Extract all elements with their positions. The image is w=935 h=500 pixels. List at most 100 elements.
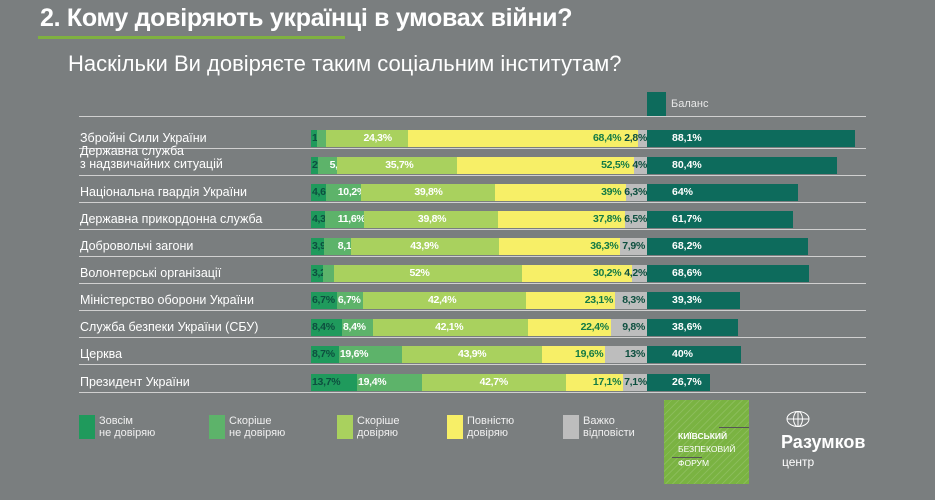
- logo-divider: [719, 427, 749, 428]
- segment-value-label: 36,3%: [590, 240, 619, 252]
- legend-label: Повністю довіряю: [467, 415, 514, 439]
- title-underline: [38, 36, 345, 39]
- legend-swatch: [79, 415, 95, 439]
- legend-item-rather-not: Скоріше не довіряю: [209, 415, 285, 439]
- row-divider: [79, 283, 866, 284]
- segment-value-label: 6,3%: [624, 186, 647, 198]
- category-label: Державна прикордонна служба: [80, 213, 262, 226]
- segment-value-label: 68,4%: [592, 132, 622, 144]
- row-divider: [79, 310, 866, 311]
- balance-bar: [647, 346, 742, 363]
- category-label-line: Церква: [80, 347, 123, 361]
- row-divider: [79, 148, 866, 149]
- chart-row: Державна прикордонна служба 4,3% 11,6% 39,8…: [0, 211, 935, 235]
- stacked-bar: 2%5,8%35,7%52,5%4%: [311, 157, 647, 174]
- segment-value-label: 23,1%: [584, 294, 614, 306]
- bar-segment-hard-to-say: [605, 346, 647, 363]
- balance-value-label: 88,1%: [672, 132, 702, 144]
- legend-label-line: не довіряю: [229, 427, 286, 439]
- category-label-line: Президент України: [80, 375, 190, 389]
- segment-value-label: 17,1%: [592, 376, 622, 388]
- razumkov-logo-sub: центр: [782, 455, 815, 469]
- category-label-line: Добровольчі загони: [80, 239, 194, 253]
- stacked-bar: 8,4% 8,4% 42,1% 22,4% 9,8%: [311, 319, 647, 336]
- balance-legend-swatch: [647, 92, 666, 116]
- bar-segment-fully-trust: [528, 319, 611, 336]
- bar-segment-fully-trust: [526, 292, 615, 309]
- bar-segment-rather-not: [338, 346, 402, 363]
- stacked-bar: 4,6% 10,2% 39,8% 39% 6,3%: [311, 184, 647, 201]
- category-label: Служба безпеки України (СБУ): [80, 321, 258, 334]
- legend-label-line: Скоріше: [229, 415, 272, 427]
- legend-label-line: Повністю: [467, 415, 515, 427]
- bar-segment-hard-to-say: [620, 238, 647, 255]
- bar-segment-hard-to-say: [625, 211, 647, 228]
- bar-segment-not-at-all: [311, 130, 317, 147]
- legend-item-not-at-all: Зовсім не довіряю: [79, 415, 155, 439]
- segment-value-label: 2,8%: [624, 132, 647, 144]
- bar-segment-fully-trust: [498, 238, 621, 255]
- balance-value-label: 64%: [672, 186, 694, 198]
- bar-segment-fully-trust: [522, 265, 632, 282]
- balance-legend-label: Баланс: [671, 98, 709, 110]
- segment-value-label: 43,9%: [410, 240, 439, 252]
- chart-row: Волонтерські організації3,2%3,2%52%30,2%…: [0, 265, 935, 289]
- segment-value-label: 42,7%: [479, 376, 509, 388]
- bar-segment-rather-not: [357, 374, 423, 391]
- balance-value-label: 80,4%: [672, 159, 702, 171]
- legend-swatch: [563, 415, 579, 439]
- bar-segment-rather-not: [316, 130, 327, 147]
- logo-divider: [672, 457, 702, 458]
- balance-value-label: 39,3%: [672, 294, 702, 306]
- segment-value-label: 8,4%: [342, 321, 366, 333]
- segment-value-label: 22,4%: [580, 321, 610, 333]
- balance-bar: [647, 238, 808, 255]
- segment-value-label: 7,9%: [622, 240, 645, 252]
- segment-value-label: 19,6%: [575, 348, 604, 360]
- stacked-bar: 4,3% 11,6% 39,8% 37,8% 6,5%: [311, 211, 647, 228]
- chart-row: Збройні Сили України1,7%2,9%24,3%68,4%2,…: [0, 130, 935, 154]
- balance-value-label: 26,7%: [672, 376, 702, 388]
- bar-segment-not-at-all: [311, 265, 323, 282]
- row-divider: [79, 337, 866, 338]
- category-label-line: Державна служба: [80, 144, 184, 158]
- balance-bar: [647, 211, 793, 228]
- bar-segment-rather-trust: [372, 319, 529, 336]
- stacked-bar: 3,2%3,2%52%30,2%4,2%: [311, 265, 647, 282]
- bar-segment-not-at-all: [311, 292, 337, 309]
- bar-segment-not-at-all: [311, 211, 326, 228]
- balance-value-label: 68,2%: [672, 240, 702, 252]
- stacked-bar: 13,7% 19,4% 42,7% 17,1% 7,1%: [311, 374, 647, 391]
- category-label: Державна служба з надзвичайних ситуацій: [80, 145, 223, 171]
- segment-value-label: 10,2%: [337, 186, 367, 198]
- bar-segment-rather-not: [326, 184, 361, 201]
- row-divider: [79, 392, 866, 393]
- category-label-line: Державна прикордонна служба: [80, 212, 263, 226]
- bar-segment-hard-to-say: [610, 319, 647, 336]
- category-label: Міністерство оборони України: [80, 294, 254, 307]
- chart-subtitle: Наскільки Ви довіряєте таким соціальним …: [68, 51, 622, 76]
- bar-segment-rather-not: [324, 238, 352, 255]
- legend-label-line: довіряю: [357, 427, 399, 439]
- balance-value-label: 68,6%: [672, 267, 702, 279]
- bar-segment-rather-trust: [362, 292, 526, 309]
- category-label-line: Національна гвардія України: [80, 185, 247, 199]
- balance-bar: [647, 265, 809, 282]
- balance-value-label: 61,7%: [672, 213, 702, 225]
- bar-segment-rather-trust: [422, 374, 566, 391]
- category-label-line: Служба безпеки України (СБУ): [80, 320, 259, 334]
- bar-segment-rather-not: [317, 157, 338, 174]
- balance-value-label: 38,6%: [672, 321, 702, 333]
- bar-segment-fully-trust: [498, 211, 626, 228]
- kyiv-security-forum-logo: КИЇВСЬКИЙ БЕЗПЕКОВИЙ ФОРУМ: [664, 400, 749, 484]
- bar-segment-hard-to-say: [637, 130, 647, 147]
- segment-value-label: 30,2%: [592, 267, 622, 279]
- segment-value-label: 19,4%: [358, 376, 387, 388]
- segment-value-label: 9,8%: [622, 321, 645, 333]
- legend-label-line: довіряю: [467, 427, 509, 439]
- balance-value-label: 40%: [672, 348, 694, 360]
- category-label: Добровольчі загони: [80, 240, 193, 253]
- balance-bar: [647, 184, 799, 201]
- legend-label: Зовсім не довіряю: [99, 415, 155, 439]
- segment-value-label: 52%: [409, 267, 430, 279]
